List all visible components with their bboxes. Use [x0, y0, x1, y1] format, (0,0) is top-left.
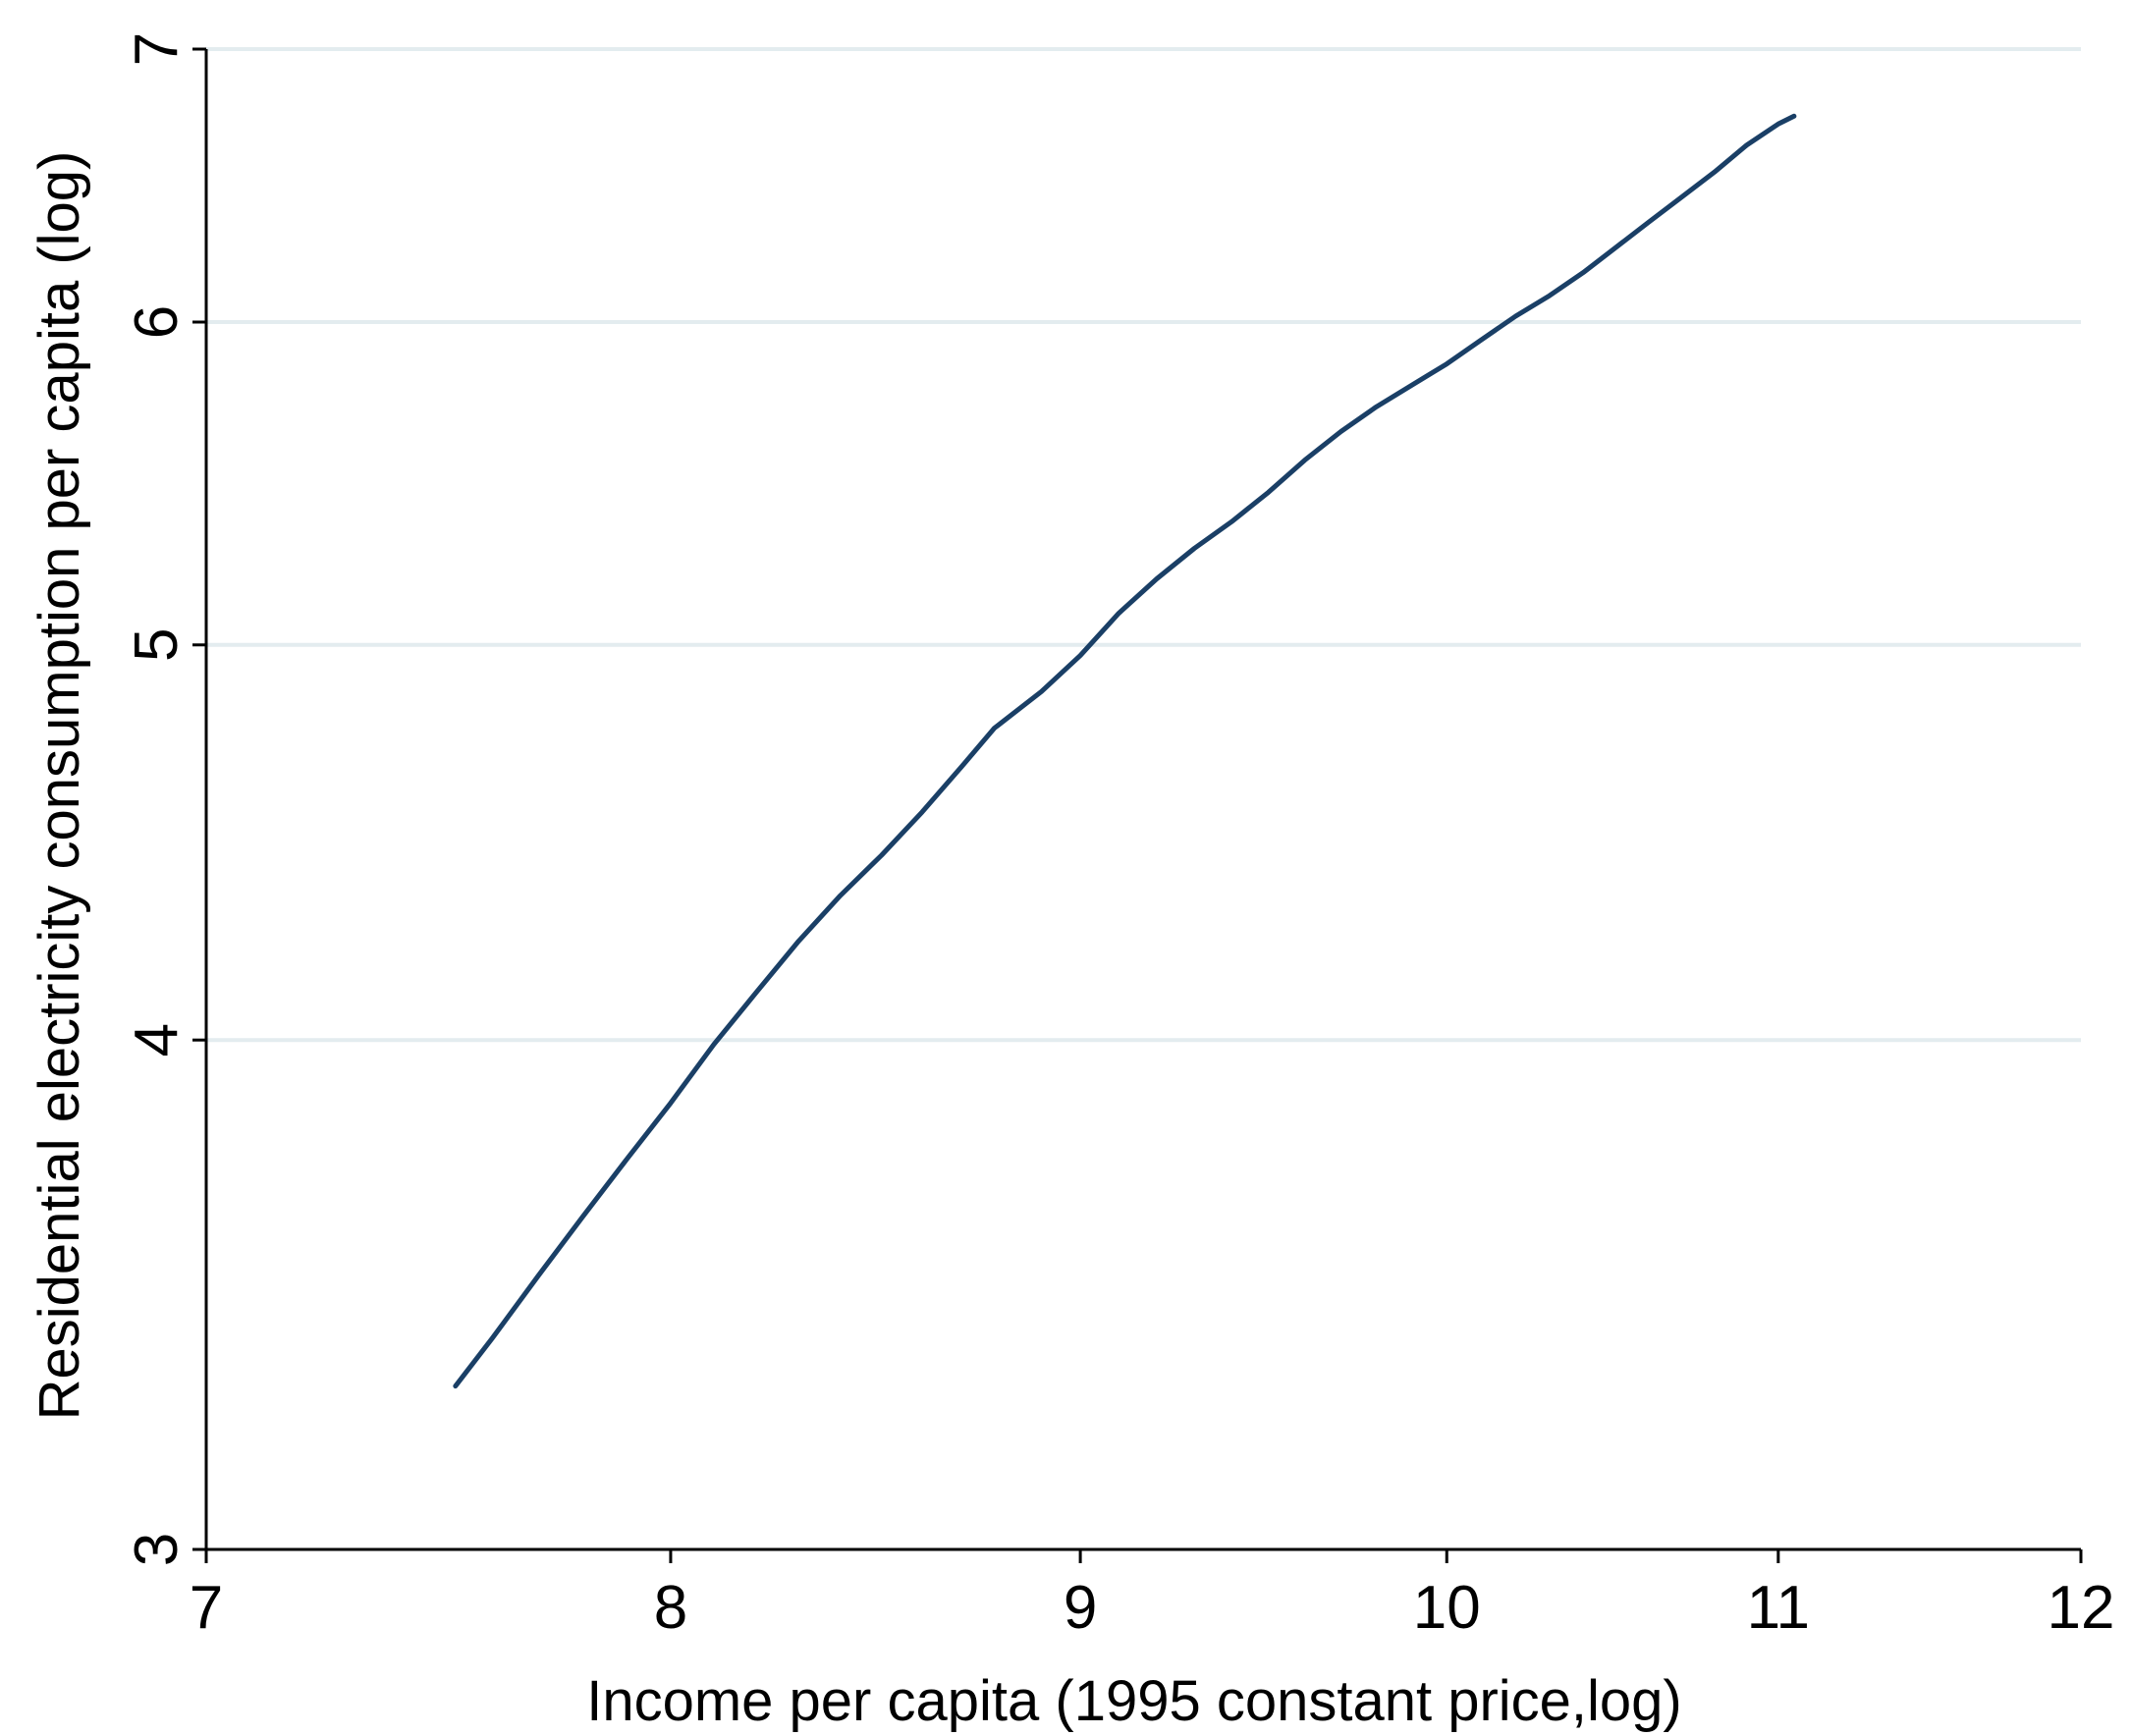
series — [453, 113, 1797, 1389]
x-tick-label: 10 — [1413, 1574, 1481, 1642]
x-tick-label: 12 — [2048, 1574, 2115, 1642]
x-tick-label: 8 — [654, 1574, 687, 1642]
x-tick-label: 11 — [1747, 1574, 1810, 1642]
y-tick-label: 6 — [123, 305, 191, 339]
x-axis-title: Income per capita (1995 constant price,l… — [586, 1669, 1682, 1733]
y-axis-title: Residential electricity consumption per … — [27, 151, 91, 1421]
gridlines — [206, 47, 2081, 1043]
x-tick-label: 7 — [190, 1574, 223, 1642]
y-tick-label: 4 — [123, 1023, 191, 1057]
x-tick-label: 9 — [1064, 1574, 1097, 1642]
y-tick-label: 7 — [123, 32, 191, 66]
y-tick-label: 3 — [123, 1533, 191, 1566]
y-tick-label: 5 — [123, 628, 191, 662]
ticks: 3 4 5 6 7 7 8 9 10 11 12 — [123, 32, 2114, 1642]
axes — [204, 49, 2081, 1551]
series-line-0 — [453, 113, 1797, 1389]
